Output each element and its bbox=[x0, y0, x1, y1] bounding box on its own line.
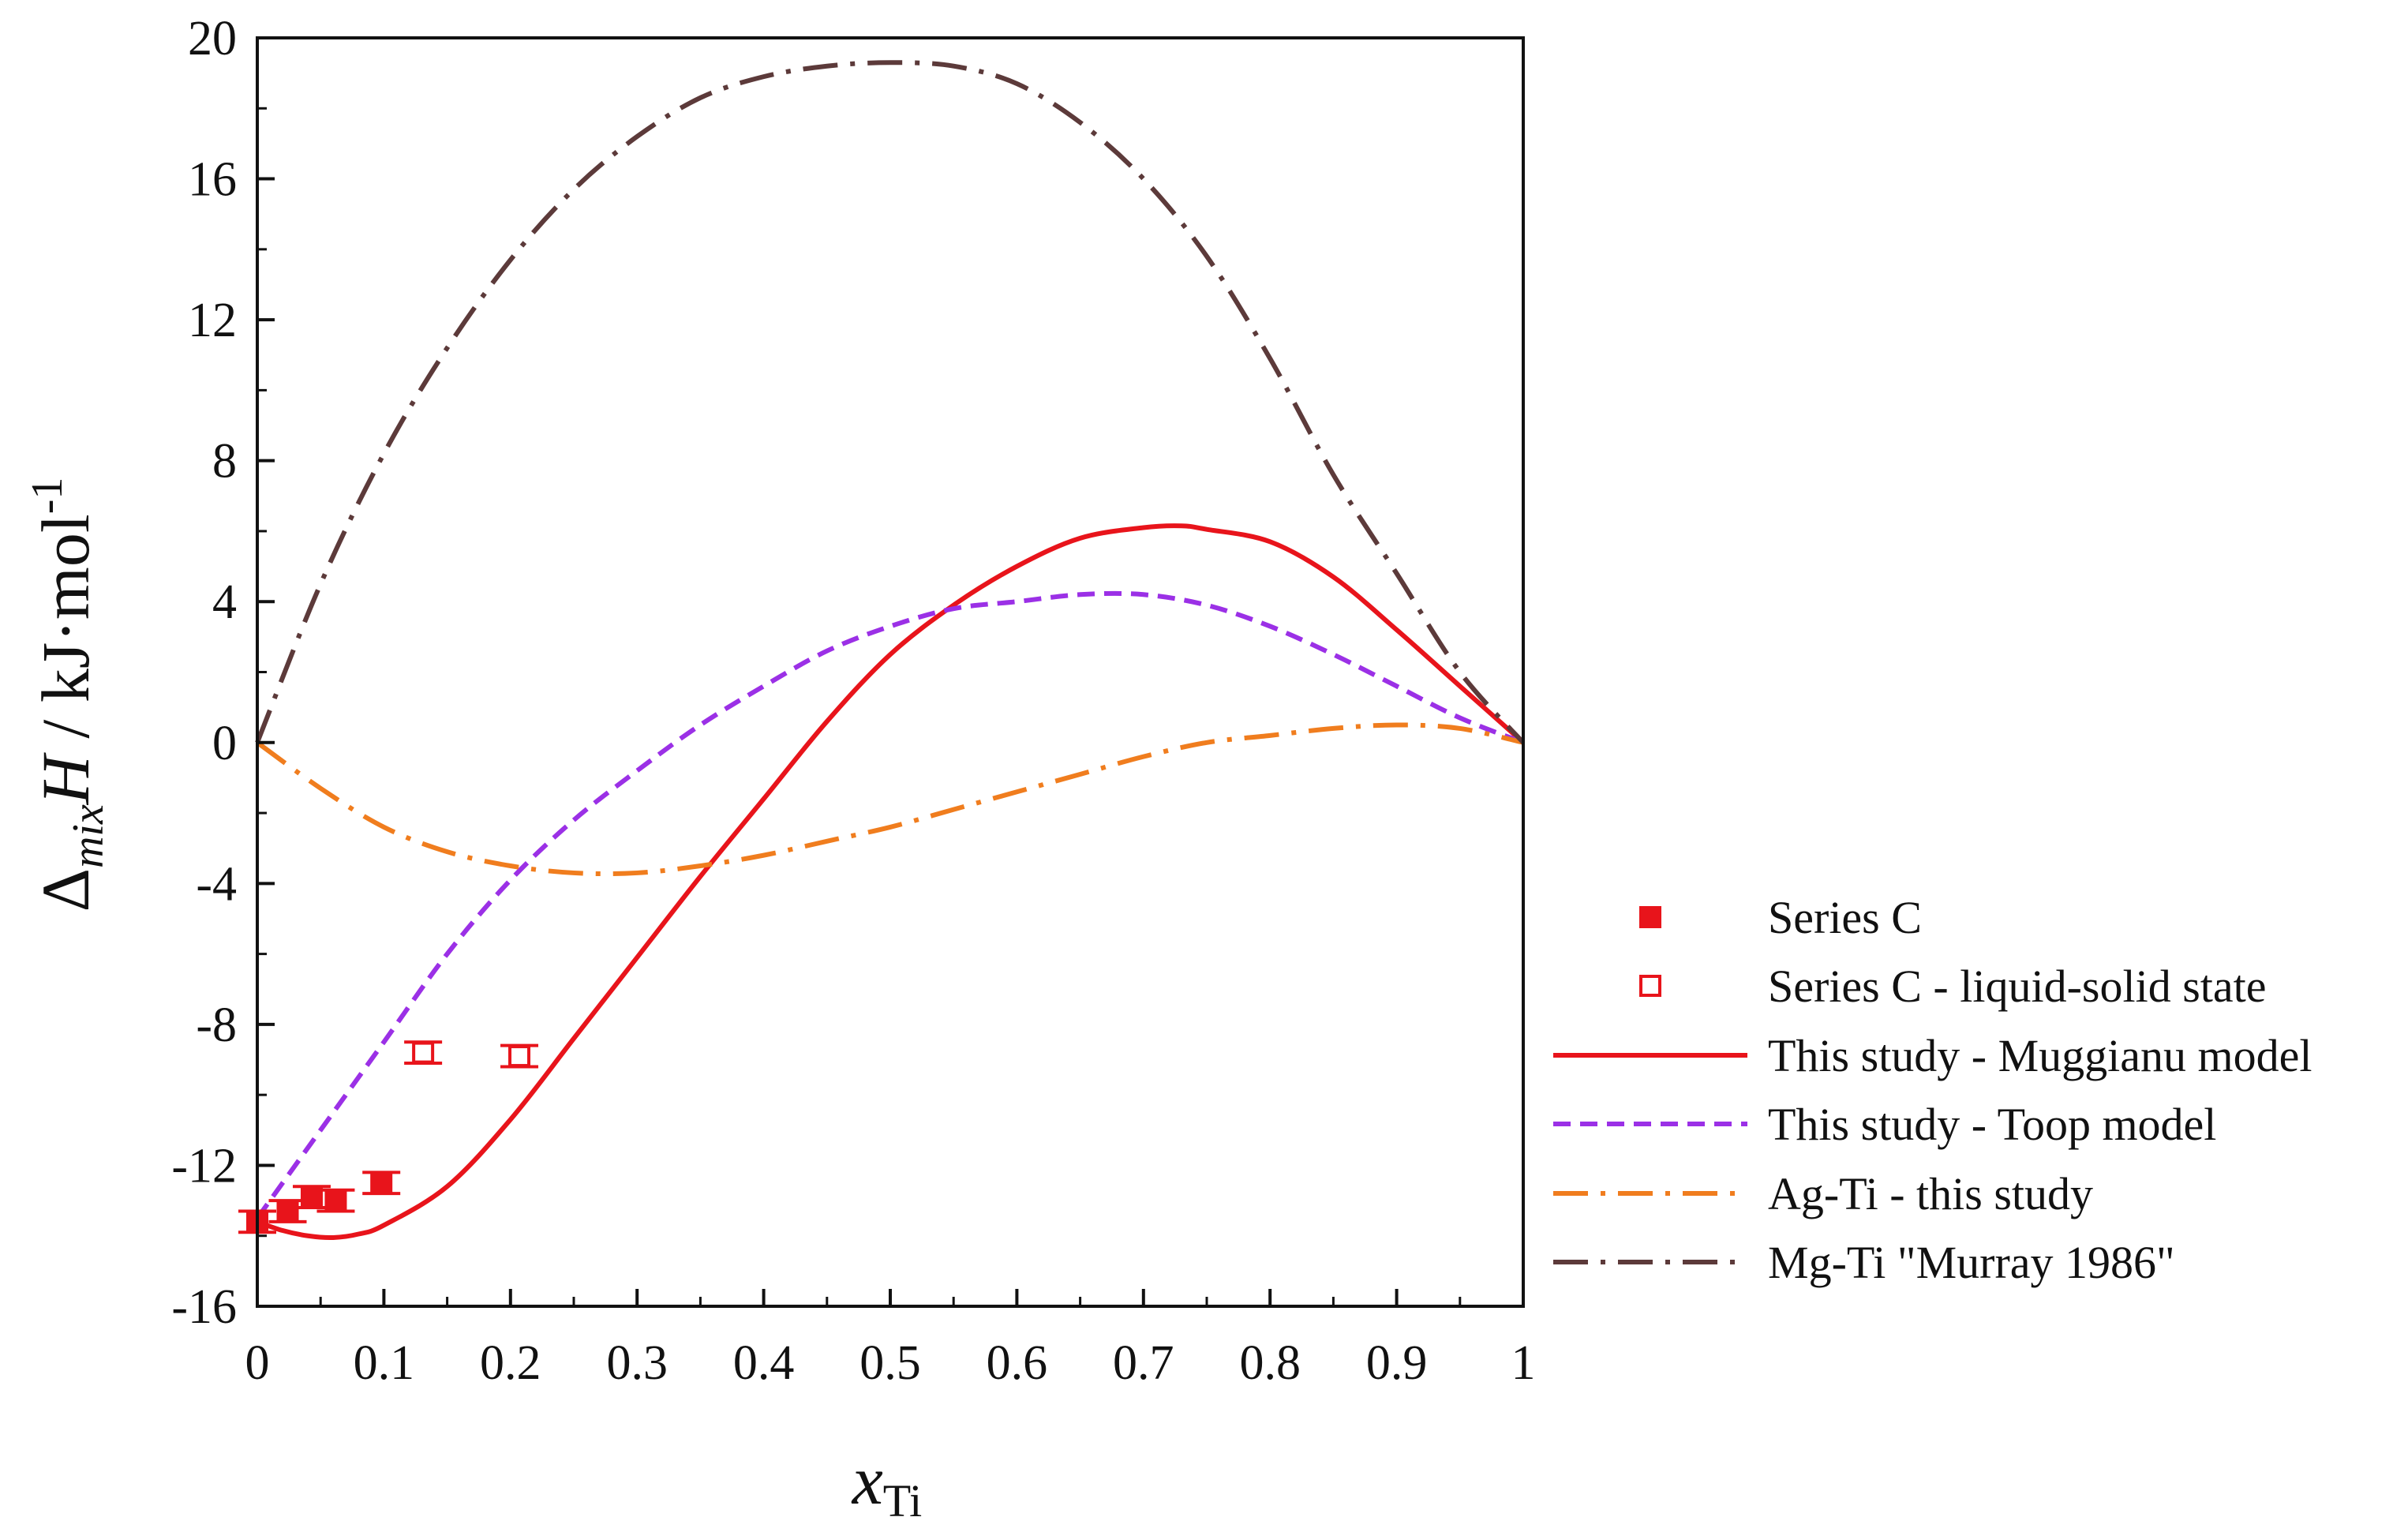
y-axis-title-superscript: -1 bbox=[23, 478, 72, 515]
series-lines bbox=[255, 60, 1526, 1241]
y-tick-label: -16 bbox=[171, 1280, 237, 1334]
x-axis-title: xTi bbox=[851, 1443, 923, 1526]
y-tick-label: -4 bbox=[196, 857, 237, 911]
y-axis-title-unit: / kJ·mol bbox=[28, 514, 103, 755]
series-line-this-study-muggianu-model bbox=[256, 523, 1525, 1241]
data-point bbox=[370, 1171, 393, 1194]
series-line-mg-ti-murray-1986 bbox=[255, 60, 1526, 744]
x-tick-label: 0.7 bbox=[1113, 1336, 1174, 1390]
data-point-open bbox=[412, 1041, 435, 1064]
y-tick-label: 4 bbox=[212, 575, 237, 629]
y-tick-label: 12 bbox=[188, 294, 237, 347]
data-point bbox=[324, 1189, 347, 1212]
y-axis: -16 -12 -8 -4 0 4 8 12 16 20 bbox=[171, 12, 275, 1334]
x-axis-title-symbol: x bbox=[851, 1443, 883, 1519]
legend-label: Ag-Ti - this study bbox=[1768, 1168, 2093, 1219]
x-tick-label: 0.1 bbox=[354, 1336, 415, 1390]
x-tick-label: 0.8 bbox=[1239, 1336, 1301, 1390]
x-tick-label: 0.4 bbox=[733, 1336, 795, 1390]
legend-symbol-series-c bbox=[1639, 906, 1661, 928]
series-line-this-study-toop-model bbox=[255, 590, 1525, 1220]
y-axis-title-delta: Δ bbox=[28, 868, 103, 912]
legend: Series C Series C - liquid-solid state Thi… bbox=[1553, 892, 2313, 1288]
data-point-open bbox=[508, 1045, 531, 1068]
y-axis-title-subscript: mix bbox=[64, 804, 113, 868]
x-axis-title-subscript: Ti bbox=[883, 1475, 923, 1526]
y-tick-label: 16 bbox=[188, 153, 237, 207]
y-tick-label: 20 bbox=[188, 12, 237, 66]
legend-symbol-series-c-liquid-solid-state bbox=[1639, 975, 1661, 997]
x-tick-label: 0.5 bbox=[859, 1336, 921, 1390]
x-tick-label: 0.6 bbox=[987, 1336, 1048, 1390]
x-tick-label: 0 bbox=[245, 1336, 270, 1390]
legend-label: Mg-Ti "Murray 1986" bbox=[1768, 1237, 2175, 1288]
legend-label: This study - Toop model bbox=[1768, 1099, 2216, 1150]
x-tick-label: 1 bbox=[1511, 1336, 1536, 1390]
y-tick-label: 8 bbox=[212, 435, 237, 489]
legend-label: Series C bbox=[1768, 892, 1922, 943]
series-line-ag-ti-this-study bbox=[256, 722, 1524, 877]
y-tick-label: -12 bbox=[171, 1139, 237, 1193]
y-tick-label: -8 bbox=[196, 998, 237, 1052]
legend-label: This study - Muggianu model bbox=[1768, 1030, 2313, 1081]
y-axis-title-symbol: H bbox=[28, 752, 103, 805]
series-markers bbox=[238, 1040, 539, 1234]
y-tick-label: 0 bbox=[212, 717, 237, 770]
x-tick-label: 0.3 bbox=[606, 1336, 668, 1390]
x-axis: 0 0.1 0.2 0.3 0.4 0.5 0.6 0.7 0.8 0.9 1 bbox=[245, 1289, 1536, 1390]
y-axis-title: ΔmixH / kJ·mol-1 bbox=[23, 478, 113, 912]
x-tick-label: 0.9 bbox=[1366, 1336, 1428, 1390]
x-tick-label: 0.2 bbox=[480, 1336, 541, 1390]
data-point bbox=[276, 1200, 299, 1223]
legend-label: Series C - liquid-solid state bbox=[1768, 961, 2267, 1012]
